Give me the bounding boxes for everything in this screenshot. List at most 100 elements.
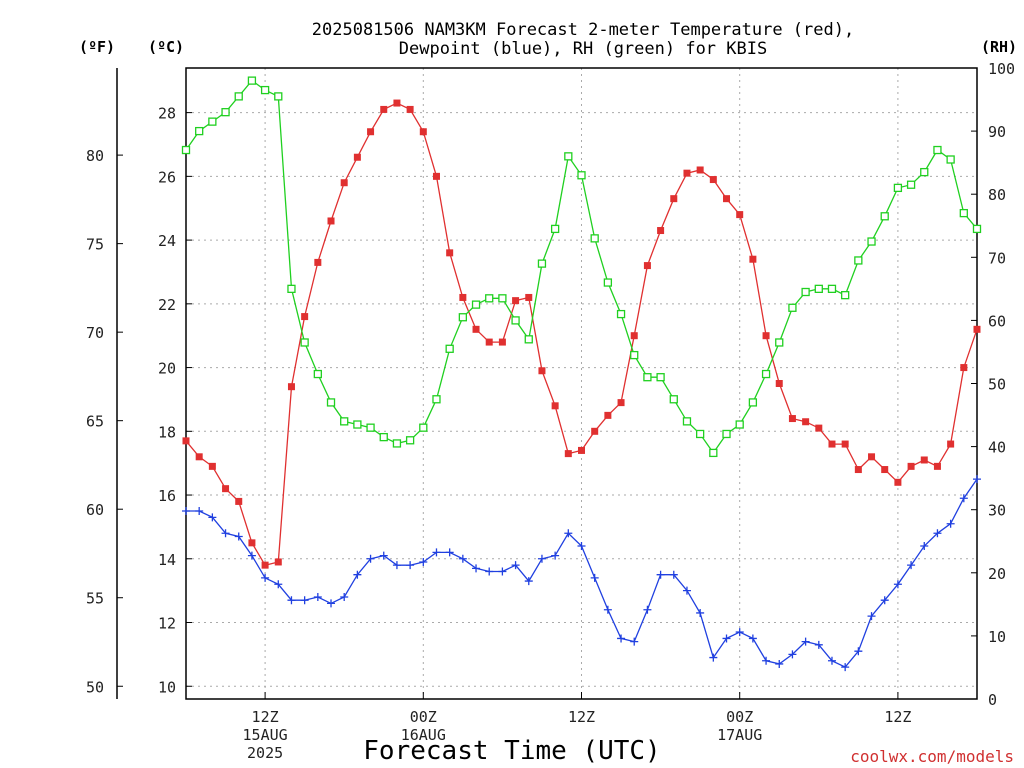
dewpoint-point [300,596,309,605]
rh-point [274,92,283,101]
celsius-tick-label: 26 [158,168,176,186]
rh-point [656,373,665,382]
dewpoint-point [735,628,744,637]
2-meter-temperature-point [788,415,796,423]
chart-title-line1: 2025081506 NAM3KM Forecast 2-meter Tempe… [312,20,854,40]
2-meter-temperature-point [670,195,678,203]
rh-axis-label: (RH) [981,38,1017,56]
dewpoint-point [696,608,705,617]
dewpoint-point [893,580,902,589]
rh-point [353,420,362,429]
dewpoint-point [577,542,586,551]
dewpoint-point [208,513,217,522]
rh-tick-label: 80 [988,186,1006,204]
dewpoint-point [564,529,573,538]
dewpoint-point [682,586,691,595]
rh-point [564,152,573,161]
rh-point [735,420,744,429]
dewpoint-point [656,570,665,579]
x-tick-label: 12Z [884,708,911,726]
fahrenheit-axis-label: (ºF) [79,38,115,56]
2-meter-temperature-point [419,128,427,136]
dewpoint-point [485,567,494,576]
2-meter-temperature-point [525,293,533,301]
rh-point [340,417,349,426]
2-meter-temperature-point [551,402,559,410]
rh-point [709,448,718,458]
x-tick-label: 00Z [726,708,753,726]
rh-tick-label: 60 [988,312,1006,330]
rh-tick-label: 30 [988,502,1006,520]
rh-point [630,350,639,360]
rh-point [880,212,889,221]
rh-point [379,432,388,442]
2-meter-temperature-point [907,462,915,470]
dewpoint-point [472,564,481,573]
dewpoint-point [709,653,718,662]
dewpoint-point [432,548,441,557]
rh-tick-label: 20 [988,565,1006,583]
dewpoint-point [959,494,968,503]
rh-point [643,373,652,382]
2-meter-temperature-point [604,411,612,419]
2-meter-temperature-point [709,176,717,184]
rh-point [616,309,626,319]
dewpoint-point [379,551,388,560]
dewpoint-point [313,593,322,602]
dewpoint-point [274,580,283,589]
2-meter-temperature-point [696,166,704,174]
fahrenheit-tick-label: 60 [86,501,104,519]
x-tick-label: 12Z [252,708,279,726]
dewpoint-point [445,548,454,557]
2-meter-temperature-point [485,338,493,346]
rh-point [590,234,599,243]
2-meter-temperature-point [828,440,836,448]
rh-point [445,344,454,353]
rh-point [920,167,929,177]
rh-point [471,300,481,309]
2-meter-temperature-point [947,440,955,448]
rh-point [405,436,415,445]
2-meter-temperature-point [327,217,335,225]
dewpoint-point [287,596,296,605]
dewpoint-point [261,573,270,582]
2-meter-temperature-point [195,453,203,461]
celsius-tick-label: 12 [158,615,176,633]
2-meter-temperature-point [868,453,876,461]
dewpoint-point [617,634,626,643]
rh-point [814,284,823,294]
dewpoint-point [748,634,757,643]
rh-point [972,224,982,234]
2-meter-temperature-point [815,424,823,432]
rh-tick-label: 70 [988,249,1006,267]
celsius-tick-label: 20 [158,360,176,378]
dewpoint-point [762,656,771,665]
axes: 50 55 60 65 70 75 80 10 12 14 16 18 20 22 24 26 28 0 10 20 3… [86,60,1015,762]
2-meter-temperature-point [222,485,230,493]
rh-point [537,259,547,268]
rh-point [748,398,758,407]
rh-point [827,284,837,294]
celsius-axis-label: (ºC) [148,38,184,56]
2-meter-temperature-point [446,249,454,257]
rh-point [841,291,850,300]
rh-point [761,369,771,379]
celsius-tick-label: 18 [158,423,176,441]
celsius-tick-label: 14 [158,551,176,569]
rh-point [208,117,217,126]
rh-point [432,395,441,404]
dewpoint-point [880,596,889,605]
2-meter-temperature-point [459,293,467,301]
rh-point [511,316,520,325]
rh-point [959,208,968,218]
x-tick-label: 16AUG [401,726,446,744]
2-meter-temperature-point [736,211,744,219]
rh-point [788,303,797,312]
rh-point [287,284,296,294]
dewpoint-point [669,570,678,579]
2-meter-temperature-point [894,478,902,486]
dewpoint-point [498,567,507,576]
celsius-tick-label: 16 [158,487,176,505]
rh-point [867,237,876,246]
dewpoint-point [775,659,784,668]
